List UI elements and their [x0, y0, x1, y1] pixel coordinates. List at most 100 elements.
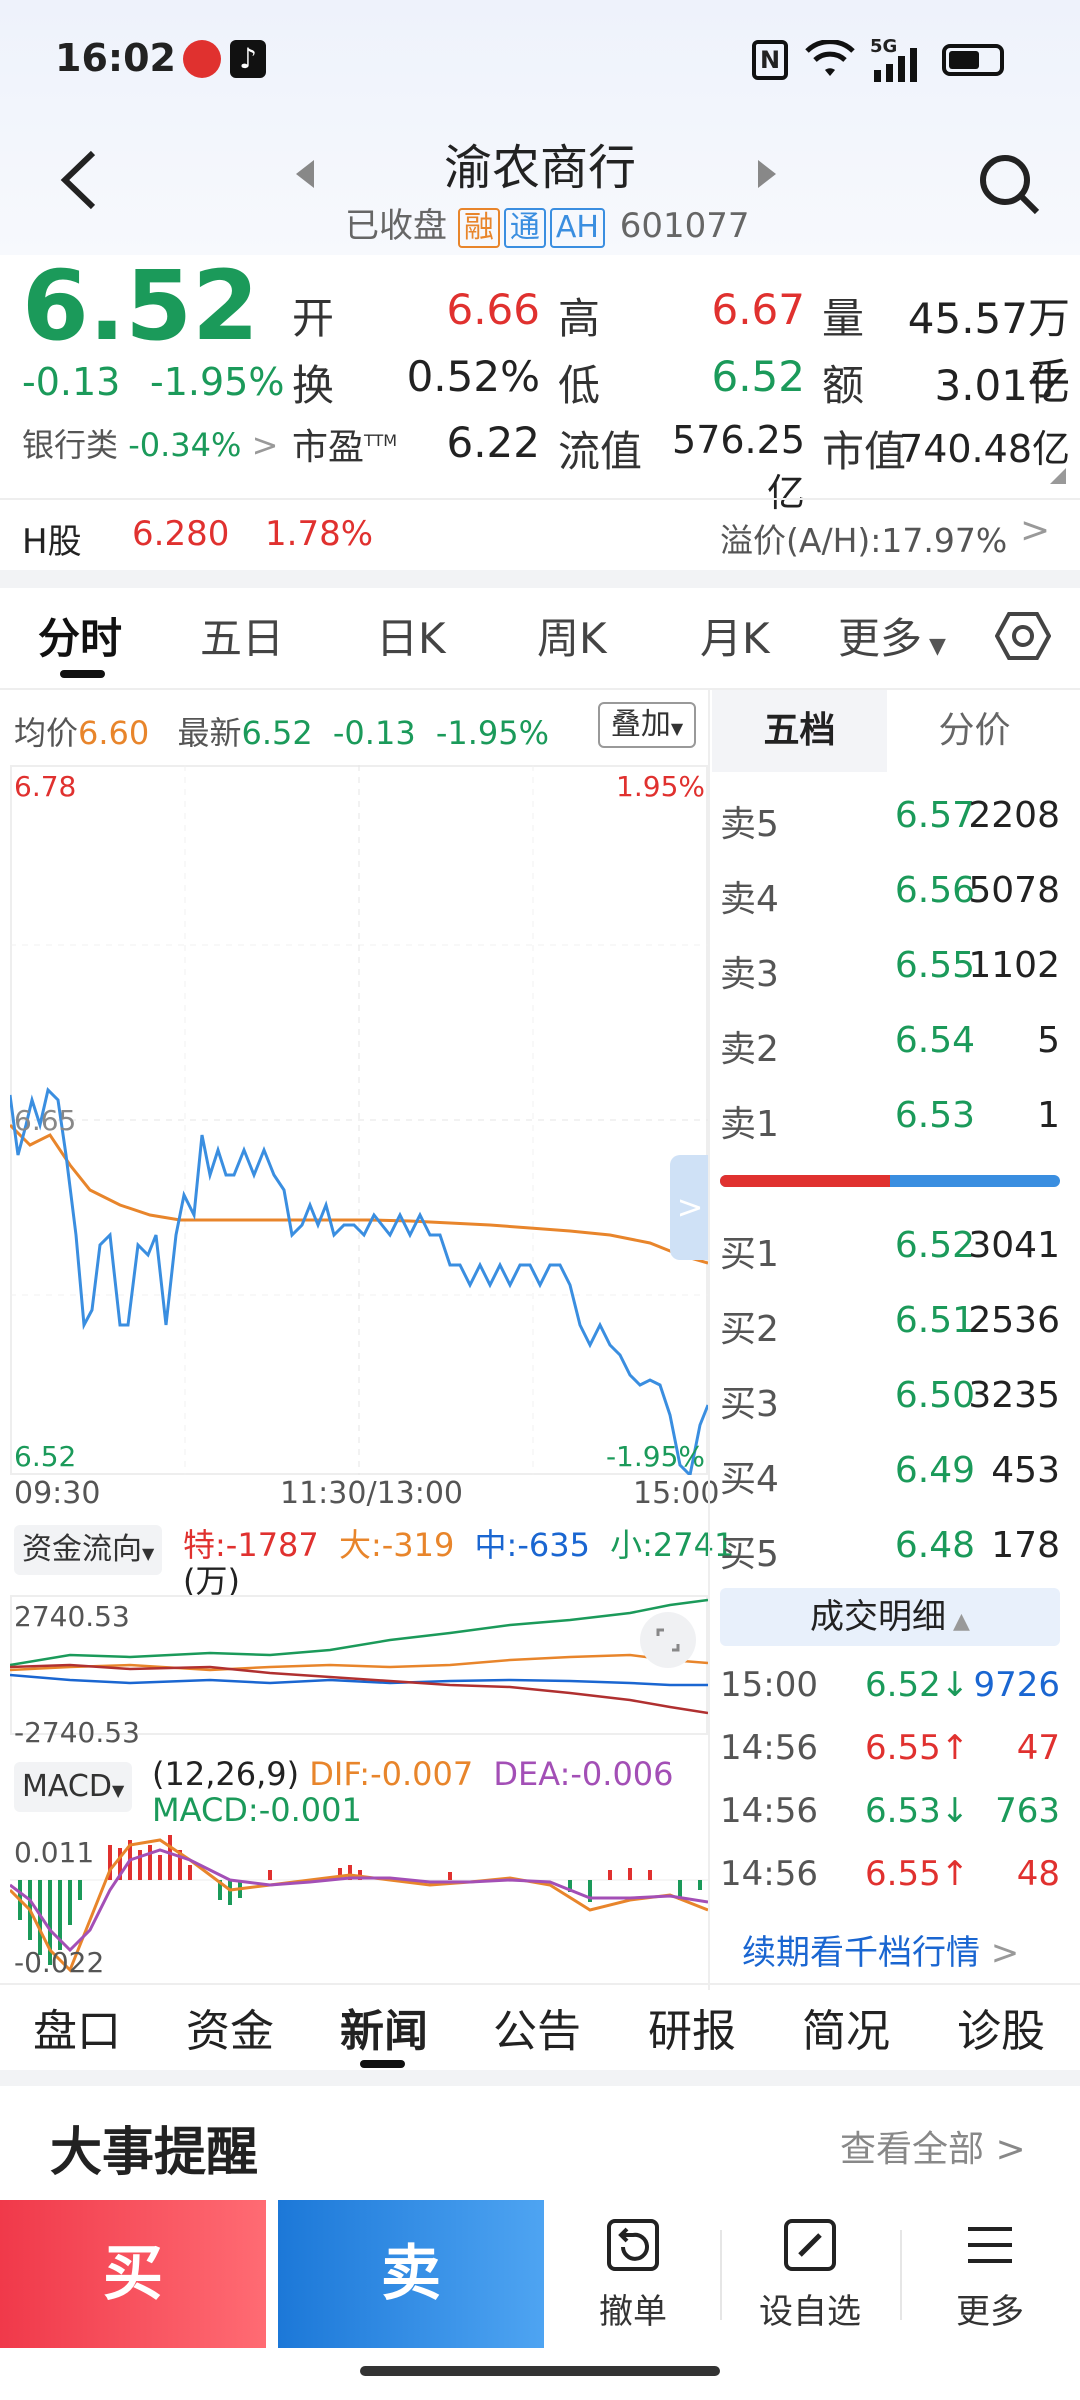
ask-label: 卖1	[720, 1104, 779, 1145]
next-stock-button[interactable]	[758, 160, 776, 188]
header-background	[0, 0, 1080, 255]
tag-connect[interactable]: 通	[503, 208, 546, 248]
tab-order-panel[interactable]: 盘口	[33, 2006, 121, 2057]
tab-5day[interactable]: 五日	[200, 614, 285, 663]
more-menu-button[interactable]: 更多	[905, 2215, 1075, 2333]
bid-row-5[interactable]: 买5 6.48 178	[720, 1525, 1060, 1585]
trade-detail-title: 成交明细	[810, 1597, 947, 1637]
settings-hexagon-icon[interactable]	[995, 608, 1051, 664]
prev-stock-button[interactable]	[296, 160, 314, 188]
bid-row-4[interactable]: 买4 6.49 453	[720, 1450, 1060, 1510]
x-axis-start: 09:30	[14, 1476, 101, 1511]
bid-row-1[interactable]: 买1 6.52 3041	[720, 1225, 1060, 1285]
section-gap	[0, 2070, 1080, 2086]
add-watchlist-button[interactable]: 设自选	[725, 2215, 895, 2333]
open-label: 开	[292, 294, 335, 343]
tab-intraday[interactable]: 分时	[38, 614, 123, 663]
dropdown-arrow-icon: ▼	[142, 1544, 155, 1563]
bid-price: 6.51	[894, 1300, 975, 1341]
back-arrow-icon	[60, 150, 96, 210]
view-all-link[interactable]: 查看全部 >	[840, 2120, 1026, 2172]
fund-flow-dropdown[interactable]: 资金流向▼	[14, 1525, 163, 1575]
tab-weekly-k[interactable]: 周K	[537, 614, 607, 663]
latest-label: 最新	[177, 714, 242, 752]
tab-news[interactable]: 新闻	[340, 2006, 428, 2057]
back-button[interactable]	[55, 145, 115, 225]
ask-row-3[interactable]: 卖3 6.55 1102	[720, 945, 1060, 1005]
divider	[0, 1983, 1080, 1985]
y-axis-top: 6.78	[14, 770, 77, 803]
network-label: 5G	[870, 36, 898, 57]
trade-price: 6.53↓	[865, 1791, 970, 1831]
flow-axis-bottom: -2740.53	[14, 1716, 140, 1749]
ask-row-1[interactable]: 卖1 6.53 1	[720, 1095, 1060, 1155]
trade-detail-header[interactable]: 成交明细 ▲	[720, 1588, 1060, 1646]
tab-announcements[interactable]: 公告	[493, 2006, 581, 2057]
macd-dif-line	[10, 1838, 708, 1973]
trade-price: 6.52↓	[865, 1665, 970, 1705]
bid-volume: 3041	[968, 1225, 1060, 1266]
low-label: 低	[558, 361, 601, 410]
macd-dif: DIF:-0.007	[309, 1755, 474, 1793]
bid-price: 6.48	[894, 1525, 975, 1566]
tag-ah[interactable]: AH	[549, 208, 605, 248]
latest-change: -0.13	[332, 714, 416, 752]
ask-row-4[interactable]: 卖4 6.56 5078	[720, 870, 1060, 930]
ask-row-2[interactable]: 卖2 6.54 5	[720, 1020, 1060, 1080]
ask-label: 卖2	[720, 1029, 779, 1070]
intraday-chart[interactable]	[10, 765, 708, 1475]
macd-dea: DEA:-0.006	[493, 1755, 674, 1793]
tag-margin[interactable]: 融	[457, 208, 500, 248]
flow-small-line	[10, 1598, 708, 1667]
bid-label: 买5	[720, 1534, 779, 1575]
bid-row-2[interactable]: 买2 6.51 2536	[720, 1300, 1060, 1360]
tab-profile[interactable]: 简况	[802, 2006, 890, 2057]
divider	[0, 688, 1080, 690]
macd-dropdown[interactable]: MACD▼	[14, 1762, 133, 1812]
macd-dea-line	[10, 1848, 708, 1953]
trade-volume: 9726	[973, 1665, 1060, 1705]
price-line	[10, 1087, 708, 1475]
trade-time: 14:56	[720, 1854, 818, 1894]
intraday-info: 均价6.60 最新6.52 -0.13 -1.95%	[14, 708, 549, 754]
sector-link[interactable]: 银行类 -0.34% >	[22, 420, 278, 466]
macd-values: (12,26,9) DIF:-0.007 DEA:-0.006	[152, 1755, 674, 1793]
overlay-dropdown[interactable]: 叠加▼	[598, 702, 696, 748]
ask-label: 卖4	[720, 879, 779, 920]
cancel-order-button[interactable]: 撤单	[548, 2215, 718, 2333]
buy-button[interactable]: 买	[0, 2200, 266, 2348]
price-change-pct: -1.95%	[150, 360, 285, 404]
mkt-cap-value: 740.48亿	[899, 427, 1070, 471]
more-depth-link[interactable]: 续期看千档行情 >	[742, 1925, 1019, 1974]
ask-price: 6.57	[894, 795, 975, 836]
tab-price-distribution[interactable]: 分价	[887, 690, 1062, 772]
tab-diagnosis[interactable]: 诊股	[957, 2006, 1045, 2057]
ask-row-5[interactable]: 卖5 6.57 2208	[720, 795, 1060, 855]
ask-label: 卖5	[720, 804, 779, 845]
bid-row-3[interactable]: 买3 6.50 3235	[720, 1375, 1060, 1435]
trade-time: 14:56	[720, 1728, 818, 1768]
hshare-row[interactable]: H股 6.280 1.78% 溢价(A/H):17.97% >	[0, 500, 1080, 570]
tab-research[interactable]: 研报	[648, 2006, 736, 2057]
sell-button[interactable]: 卖	[278, 2200, 544, 2348]
ah-premium: 溢价(A/H):17.97%	[720, 521, 1008, 560]
ask-volume: 2208	[968, 795, 1060, 836]
tab-monthly-k[interactable]: 月K	[700, 614, 770, 663]
flow-axis-top: 2740.53	[14, 1600, 130, 1633]
ask-ratio-fill	[720, 1175, 890, 1187]
pe-label: 市盈TTM	[292, 418, 397, 470]
chart-expand-handle[interactable]: >	[670, 1155, 710, 1260]
tab-more[interactable]: 更多 ▼	[838, 605, 946, 666]
open-value: 6.66	[446, 285, 540, 334]
expand-corner-icon[interactable]	[1050, 468, 1066, 484]
float-cap-value: 576.25亿	[672, 418, 805, 515]
tab-order-book[interactable]: 五档	[712, 690, 887, 772]
tab-funds[interactable]: 资金	[186, 2006, 274, 2057]
tiktok-icon: ♪	[230, 40, 266, 78]
more-depth-label: 续期看千档行情	[742, 1933, 980, 1973]
fullscreen-button[interactable]	[640, 1612, 696, 1668]
tab-daily-k[interactable]: 日K	[376, 614, 446, 663]
undo-icon	[607, 2219, 659, 2271]
tab-more-label: 更多	[838, 614, 923, 663]
search-button[interactable]	[975, 150, 1045, 224]
